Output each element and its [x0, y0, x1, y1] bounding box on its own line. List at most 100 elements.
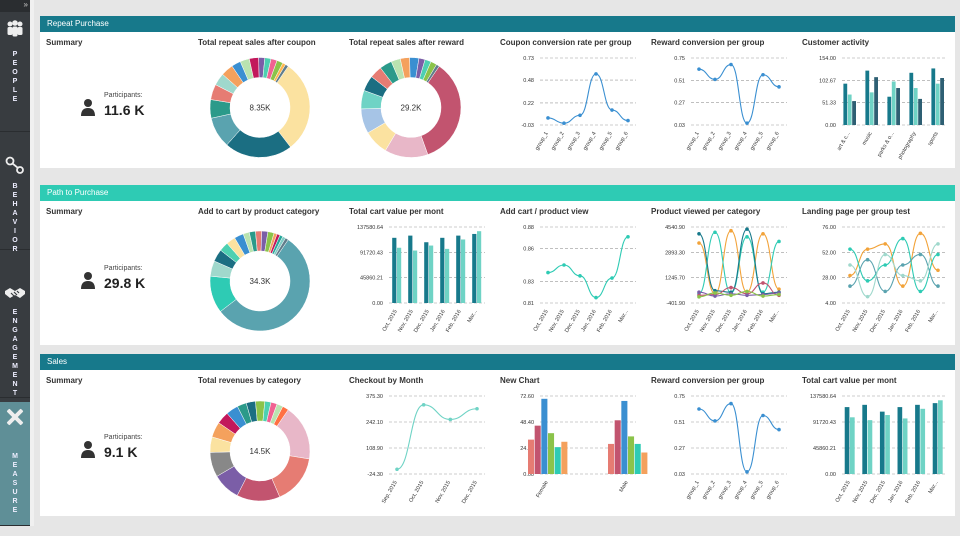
x-tick-label: Nov, 2015	[699, 309, 717, 333]
y-tick-label: 0.83	[523, 279, 534, 285]
section-title: Path to Purchase	[40, 185, 955, 201]
chart-svg: 29.2K	[360, 57, 462, 158]
x-tick-label: Mar...	[618, 309, 630, 324]
bar	[561, 441, 568, 474]
chart-panel[interactable]: Total cart value per mont 137580.64 91720…	[343, 201, 493, 345]
bar	[461, 239, 466, 303]
y-tick-label: 0.00	[372, 301, 383, 307]
x-tick-label: group_3	[717, 480, 732, 500]
data-point	[936, 284, 940, 288]
chart-panel[interactable]: Reward conversion per group 0.75 0.51 0.27…	[645, 32, 795, 167]
chart-panel[interactable]: Landing page per group test 76.00 52.00 28…	[796, 201, 954, 345]
collapse-sidebar-icon[interactable]: »	[0, 0, 30, 12]
people-icon	[7, 20, 23, 37]
data-point	[729, 228, 733, 233]
pie-center-label: 8.35K	[250, 104, 272, 113]
x-tick-label: group_1	[534, 131, 549, 151]
panel-title: Total cart value per mont	[349, 207, 444, 216]
x-tick-label: group_2	[550, 131, 565, 151]
x-tick-label: art & c...	[836, 131, 852, 152]
x-tick-label: Oct, 2015	[684, 309, 701, 333]
data-point	[883, 289, 887, 294]
data-point	[761, 72, 765, 77]
chart-panel[interactable]: Checkout by Month 375.30 242.10 108.90 -24.…	[343, 370, 493, 516]
x-tick-label: group_5	[598, 131, 613, 151]
data-point	[697, 407, 701, 411]
chart-svg: 76.00 52.00 28.00 4.00 Oct, 2015 Nov, 2015 Dec…	[822, 225, 946, 334]
summary-box: Participants: 9.1 K	[80, 434, 200, 474]
x-tick-label: Mar...	[467, 309, 479, 324]
data-point	[745, 470, 749, 474]
x-tick-label: music	[861, 131, 874, 147]
bar	[844, 407, 850, 474]
x-tick-label: group_6	[614, 131, 629, 151]
x-tick-label: Feb, 2016	[905, 480, 923, 504]
bar	[932, 403, 938, 474]
panel-title: Add cart / product view	[500, 207, 589, 216]
x-tick-label: Feb, 2016	[596, 309, 614, 333]
data-point	[745, 121, 749, 125]
y-tick-label: 242.10	[366, 420, 383, 426]
bar	[548, 433, 555, 474]
data-point	[848, 263, 852, 267]
chart-svg: 14.5K	[209, 400, 311, 502]
pie-slice	[275, 64, 289, 84]
y-tick-label: 0.88	[523, 225, 534, 231]
bar	[867, 420, 873, 474]
pie-slice	[426, 64, 440, 84]
bar	[902, 418, 908, 474]
data-point	[761, 231, 765, 236]
summary-panel: Summary Participants: 9.1 K	[40, 370, 190, 516]
data-point	[578, 274, 582, 278]
x-tick-label: photography	[897, 131, 918, 161]
data-point	[421, 403, 426, 407]
chart-panel[interactable]: Product viewed per category 4540.90 2893.…	[645, 201, 795, 345]
panel-title: New Chart	[500, 376, 540, 385]
chart-panel[interactable]: Total repeat sales after reward 29.2K	[343, 32, 493, 167]
y-tick-label: 91720.43	[360, 250, 383, 256]
chart-panel[interactable]: Total repeat sales after coupon 8.35K	[192, 32, 342, 167]
data-point	[745, 293, 749, 298]
x-tick-label: Dec, 2015	[869, 309, 887, 334]
x-tick-label: group_2	[701, 131, 716, 151]
y-tick-label: 0.22	[523, 101, 534, 107]
participants-value: 9.1 K	[104, 444, 138, 460]
data-point	[697, 241, 701, 245]
bar	[456, 235, 461, 303]
y-tick-label: 0.73	[523, 56, 534, 62]
bar	[915, 404, 920, 474]
chart-panel[interactable]: New Chart 72.60 48.40 24.20 0.00 Female Male	[494, 370, 648, 516]
summary-box: Participants: 11.6 K	[80, 92, 200, 132]
summary-panel: Summary Participants: 11.6 K	[40, 32, 190, 167]
participants-label: Participants:	[104, 434, 143, 441]
x-tick-label: group_3	[566, 131, 581, 151]
bar	[413, 250, 418, 303]
chart-panel[interactable]: Customer activity 154.00 102.67 51.33 0.00 a…	[796, 32, 954, 167]
y-tick-label: 48.40	[520, 420, 534, 426]
data-point	[777, 292, 781, 297]
data-point	[848, 247, 852, 251]
x-tick-label: Jan, 2016	[580, 309, 597, 333]
bar	[621, 400, 628, 474]
chart-panel[interactable]: Coupon conversion rate per group 0.73 0.4…	[494, 32, 644, 167]
chart-panel[interactable]: Total revenues by category 14.5K	[192, 370, 342, 516]
data-point	[713, 294, 717, 298]
x-tick-label: Nov, 2015	[435, 480, 453, 504]
x-tick-label: group_1	[685, 480, 700, 500]
data-point	[626, 234, 630, 239]
chart-panel[interactable]: Total cart value per mont 137580.64 91720…	[796, 370, 954, 516]
chart-panel[interactable]: Add cart / product view 0.88 0.86 0.83 0.81…	[494, 201, 644, 345]
chart-panel[interactable]: Reward conversion per group 0.75 0.51 0.27…	[645, 370, 795, 516]
data-point	[918, 231, 923, 236]
data-point	[761, 413, 765, 418]
chart-panel[interactable]: Add to cart by product category 34.3K	[192, 201, 342, 345]
